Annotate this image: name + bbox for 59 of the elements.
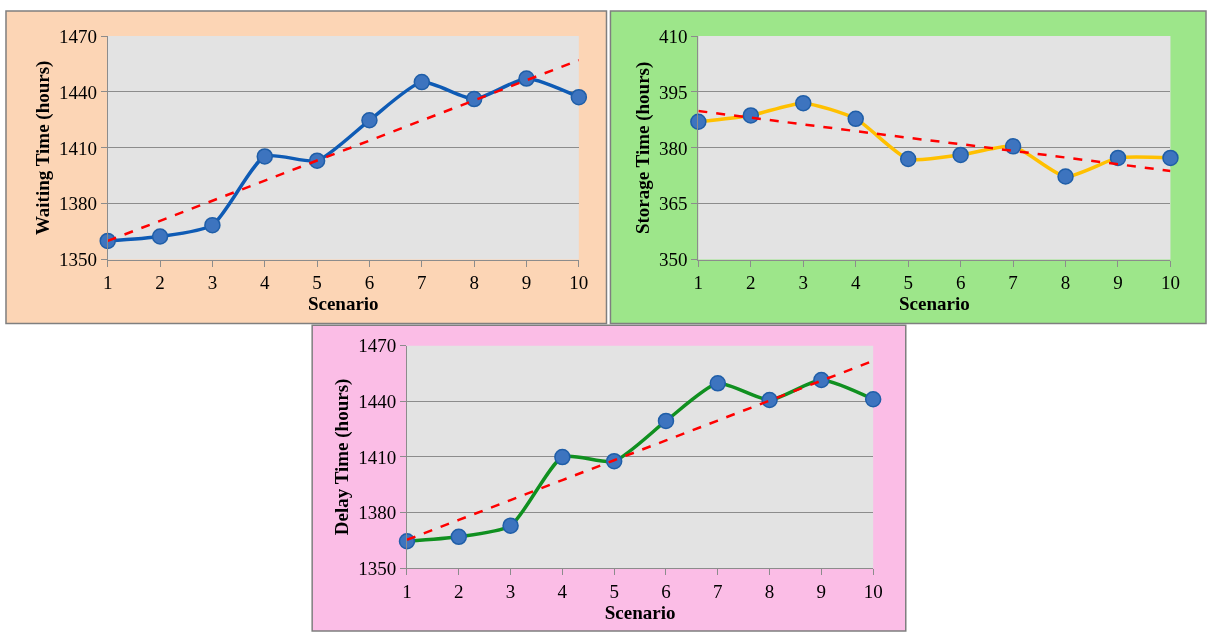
y-tick-label: 350 bbox=[659, 249, 688, 271]
x-axis-title: Scenario bbox=[604, 601, 676, 623]
y-tick-label: 1380 bbox=[358, 502, 397, 524]
x-tick-label: 3 bbox=[798, 272, 809, 294]
point bbox=[465, 90, 483, 108]
x-tick-label: 2 bbox=[454, 580, 464, 602]
x-tick-label: 4 bbox=[260, 272, 271, 294]
x-tick-label: 5 bbox=[903, 272, 913, 294]
x-tick-label: 10 bbox=[569, 272, 589, 294]
y-tick-label: 1440 bbox=[58, 81, 97, 103]
point bbox=[361, 112, 378, 129]
y-tick-label: 1380 bbox=[58, 193, 97, 215]
y-tick-label: 1350 bbox=[358, 557, 397, 579]
point bbox=[413, 73, 431, 91]
x-tick-label: 1 bbox=[402, 580, 412, 602]
x-tick-label: 9 bbox=[521, 272, 532, 294]
point bbox=[518, 70, 535, 87]
x-tick-label: 3 bbox=[207, 272, 218, 294]
x-tick-label: 8 bbox=[1060, 272, 1071, 294]
x-tick-label: 10 bbox=[863, 580, 883, 602]
y-tick-label: 1410 bbox=[58, 137, 97, 159]
point bbox=[256, 148, 274, 165]
x-tick-label: 6 bbox=[955, 272, 966, 294]
x-tick-label: 6 bbox=[364, 272, 375, 294]
y-tick-label: 395 bbox=[659, 81, 688, 103]
x-tick-label: 4 bbox=[850, 272, 861, 294]
point bbox=[151, 228, 169, 245]
x-tick-label: 7 bbox=[713, 580, 723, 602]
x-tick-label: 5 bbox=[609, 580, 619, 602]
y-tick-label: 1440 bbox=[358, 390, 397, 412]
x-tick-label: 10 bbox=[1160, 272, 1180, 294]
x-tick-label: 9 bbox=[816, 580, 827, 602]
y-tick-label: 1470 bbox=[358, 335, 397, 357]
y-tick-label: 380 bbox=[659, 137, 688, 159]
x-tick-label: 3 bbox=[505, 580, 516, 602]
y-tick-label: 1410 bbox=[358, 446, 397, 468]
x-tick-label: 6 bbox=[661, 580, 671, 602]
x-tick-label: 4 bbox=[557, 580, 568, 602]
x-tick-label: 1 bbox=[102, 272, 113, 294]
y-axis-title: Delay Time (hours) bbox=[331, 378, 354, 536]
y-tick-label: 410 bbox=[659, 25, 688, 47]
x-tick-label: 2 bbox=[746, 272, 756, 294]
point bbox=[204, 216, 221, 234]
x-tick-label: 8 bbox=[469, 272, 479, 294]
x-tick-label: 1 bbox=[693, 272, 704, 294]
y-axis-title: Storage Time (hours) bbox=[631, 61, 654, 235]
x-tick-label: 8 bbox=[764, 580, 775, 602]
y-axis-title: Waiting Time (hours) bbox=[31, 60, 54, 236]
point bbox=[570, 88, 588, 106]
x-tick-label: 7 bbox=[1008, 272, 1018, 294]
x-axis-title: Scenario bbox=[307, 293, 379, 315]
y-tick-label: 1350 bbox=[58, 249, 97, 271]
y-tick-label: 365 bbox=[659, 193, 688, 215]
x-tick-label: 7 bbox=[417, 272, 427, 294]
x-tick-label: 9 bbox=[1113, 272, 1123, 294]
y-tick-label: 1470 bbox=[58, 25, 97, 47]
x-axis-title: Scenario bbox=[899, 293, 970, 315]
x-tick-label: 2 bbox=[155, 272, 165, 294]
x-tick-label: 5 bbox=[312, 272, 322, 294]
